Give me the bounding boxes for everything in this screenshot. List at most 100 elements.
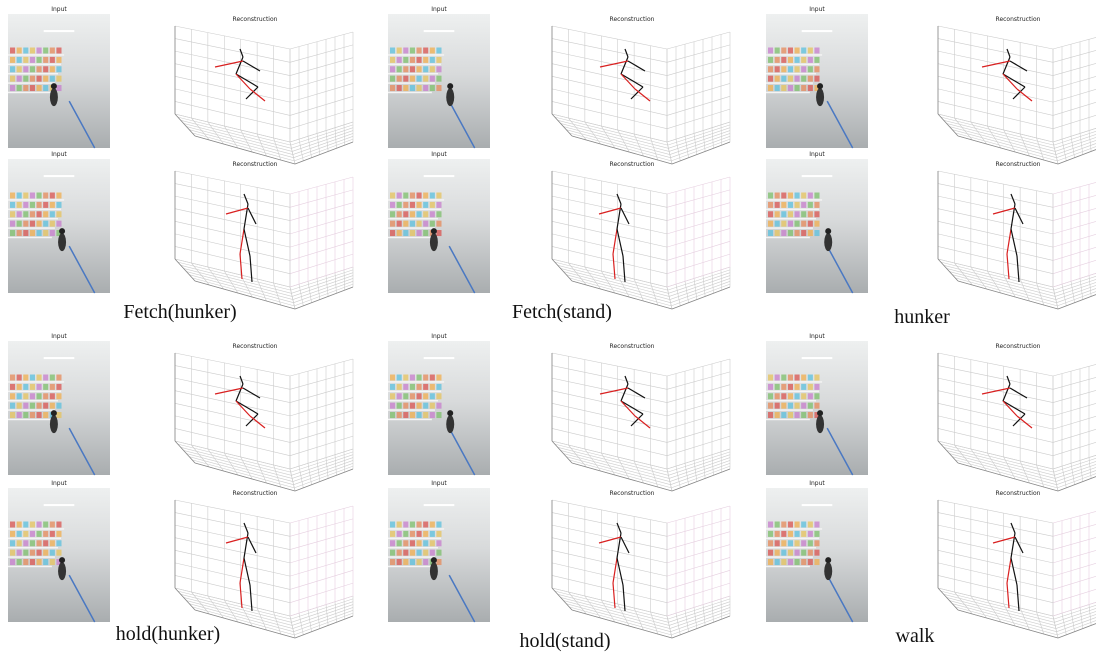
shelf bbox=[388, 227, 435, 229]
plot-grid-line bbox=[1053, 616, 1058, 638]
shelf-item bbox=[814, 375, 819, 381]
shelf-item bbox=[50, 531, 55, 537]
shelf-item bbox=[403, 230, 408, 236]
shelf-item bbox=[423, 531, 428, 537]
reconstruction-plot bbox=[938, 26, 1096, 164]
shelf-item bbox=[768, 57, 773, 63]
plot-grid-line bbox=[175, 64, 290, 89]
plot-grid-line bbox=[566, 457, 670, 485]
shelf-item bbox=[795, 412, 800, 418]
shelf-item bbox=[430, 48, 435, 54]
input-photo bbox=[8, 488, 110, 622]
shelf bbox=[8, 237, 52, 239]
plot-grid-line bbox=[938, 378, 1053, 402]
shelf-item bbox=[795, 57, 800, 63]
shelf-item bbox=[17, 193, 22, 199]
shelf-item bbox=[37, 221, 42, 227]
skeleton-bone bbox=[1011, 229, 1017, 256]
skeleton-bone bbox=[246, 87, 258, 99]
shelf-item bbox=[17, 211, 22, 217]
plot-grid-line bbox=[195, 136, 295, 164]
shelf-item bbox=[814, 221, 819, 227]
shelf-item bbox=[17, 412, 22, 418]
shelf-item bbox=[795, 522, 800, 528]
skeleton-bone bbox=[635, 416, 650, 428]
skeleton-bone bbox=[1015, 208, 1023, 224]
input-label: Input bbox=[809, 333, 825, 340]
person-head bbox=[431, 557, 437, 563]
shelf-item bbox=[30, 550, 35, 556]
shelf-item bbox=[56, 221, 61, 227]
shelf-item bbox=[37, 393, 42, 399]
plot-grid-line bbox=[291, 452, 353, 472]
plot-grid-line bbox=[667, 287, 672, 309]
input-photo bbox=[766, 341, 868, 475]
plot-grid-line bbox=[672, 142, 730, 164]
shelf-item bbox=[423, 211, 428, 217]
plot-grid-line bbox=[1053, 109, 1096, 129]
shelf-item bbox=[23, 221, 28, 227]
plot-grid-line bbox=[667, 469, 672, 491]
person bbox=[824, 562, 832, 580]
shelf bbox=[8, 538, 61, 540]
plot-grid-line bbox=[295, 142, 353, 164]
shelf-item bbox=[43, 221, 48, 227]
shelf-item bbox=[410, 66, 415, 72]
plot-grid-line bbox=[552, 550, 667, 576]
shelf-item bbox=[795, 193, 800, 199]
plot-title: Reconstruction bbox=[233, 490, 278, 497]
skeleton-bone bbox=[244, 229, 250, 256]
shelf-item bbox=[430, 76, 435, 82]
plot-grid-line bbox=[175, 525, 290, 549]
shelf-item bbox=[30, 559, 35, 565]
shelf-item bbox=[795, 85, 800, 91]
skeleton-bone bbox=[621, 384, 628, 401]
shelf-item bbox=[795, 550, 800, 556]
plot-grid-line bbox=[955, 460, 1057, 488]
shelf bbox=[388, 566, 432, 568]
shelf-item bbox=[768, 550, 773, 556]
shelf-item bbox=[781, 375, 786, 381]
shelf-item bbox=[403, 393, 408, 399]
shelf-item bbox=[10, 531, 15, 537]
shelf-item bbox=[30, 193, 35, 199]
plot-grid-line bbox=[563, 601, 669, 629]
input-photo bbox=[8, 341, 110, 475]
shelf-item bbox=[410, 221, 415, 227]
shelf-item bbox=[781, 550, 786, 556]
shelf-item bbox=[403, 540, 408, 546]
shelf-item bbox=[775, 76, 780, 82]
input-label: Input bbox=[51, 6, 67, 13]
shelf-item bbox=[808, 403, 813, 409]
shelf-item bbox=[56, 193, 61, 199]
plot-grid-line bbox=[552, 51, 667, 75]
shelf-item bbox=[43, 531, 48, 537]
plot-grid-line bbox=[290, 267, 353, 287]
shelf-item bbox=[37, 550, 42, 556]
skeleton-bone bbox=[631, 414, 643, 426]
plot-grid-line bbox=[290, 32, 353, 49]
shelf-item bbox=[397, 66, 402, 72]
shelf-item bbox=[403, 202, 408, 208]
shelf-item bbox=[430, 403, 435, 409]
shelf-item bbox=[410, 384, 415, 390]
plot-grid-line bbox=[290, 122, 353, 142]
shelf-item bbox=[795, 384, 800, 390]
shelf-item bbox=[808, 540, 813, 546]
shelf-item bbox=[417, 412, 422, 418]
shelf-item bbox=[10, 76, 15, 82]
skeleton-bone bbox=[244, 558, 250, 585]
plot-grid-line bbox=[552, 403, 667, 429]
shelf-item bbox=[768, 412, 773, 418]
shelf-item bbox=[801, 540, 806, 546]
shelf-item bbox=[417, 221, 422, 227]
shelf-item bbox=[403, 559, 408, 565]
shelf-item bbox=[403, 193, 408, 199]
shelf-item bbox=[775, 85, 780, 91]
plot-grid-line bbox=[291, 270, 353, 290]
shelf-item bbox=[436, 57, 441, 63]
shelf-item bbox=[423, 85, 428, 91]
shelf-item bbox=[795, 202, 800, 208]
shelf-item bbox=[43, 211, 48, 217]
plot-grid-line bbox=[952, 457, 1056, 485]
